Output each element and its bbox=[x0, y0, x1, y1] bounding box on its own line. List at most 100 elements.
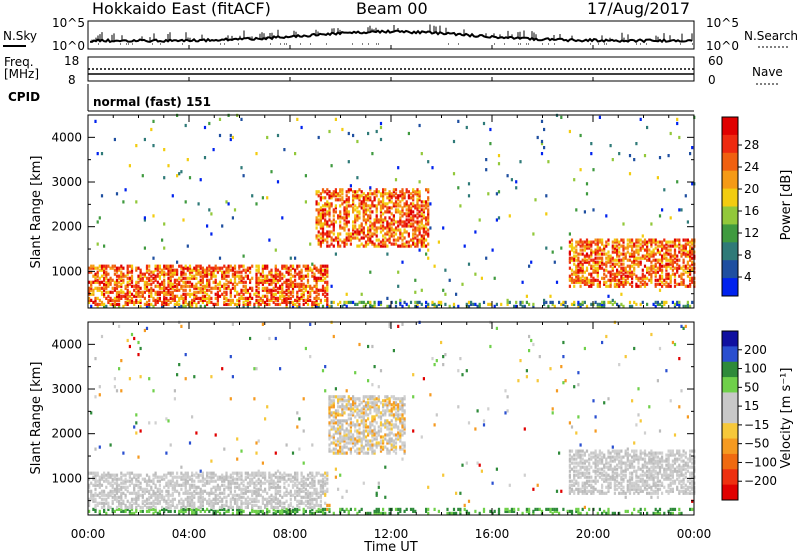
echo-cell bbox=[319, 300, 322, 304]
echo-cell bbox=[304, 264, 307, 268]
echo-cell bbox=[115, 507, 119, 511]
echo-cell bbox=[214, 487, 217, 491]
echo-cell bbox=[261, 481, 264, 485]
echo-cell bbox=[631, 272, 634, 276]
echo-cell bbox=[596, 252, 599, 256]
echo-cell bbox=[367, 451, 370, 455]
echo-cell bbox=[585, 266, 589, 270]
echo-cell bbox=[579, 168, 582, 172]
echo-cell bbox=[283, 294, 286, 298]
echo-cell bbox=[646, 276, 649, 280]
echo-cell bbox=[208, 475, 211, 479]
echo-cell bbox=[399, 200, 402, 204]
echo-cell bbox=[283, 481, 286, 485]
echo-cell bbox=[304, 483, 307, 487]
echo-cell bbox=[328, 244, 331, 248]
echo-cell bbox=[208, 481, 211, 485]
echo-cell bbox=[491, 248, 494, 252]
echo-cell bbox=[661, 264, 664, 268]
echo-cell bbox=[332, 226, 335, 230]
echo-cell bbox=[201, 477, 204, 481]
echo-cell bbox=[427, 196, 430, 200]
echo-cell bbox=[339, 425, 342, 429]
echo-cell bbox=[231, 479, 234, 483]
echo-cell bbox=[405, 214, 408, 218]
echo-cell bbox=[244, 501, 247, 505]
echo-cell bbox=[163, 148, 166, 152]
echo-cell bbox=[319, 266, 322, 270]
echo-cell bbox=[313, 296, 316, 300]
echo-cell bbox=[691, 268, 694, 272]
echo-cell bbox=[607, 256, 610, 260]
echo-cell bbox=[422, 204, 425, 208]
echo-cell bbox=[218, 288, 222, 292]
echo-cell bbox=[680, 244, 683, 248]
echo-cell bbox=[686, 262, 689, 266]
echo-cell bbox=[324, 222, 327, 226]
echo-cell bbox=[373, 304, 376, 308]
echo-cell bbox=[154, 421, 157, 425]
echo-cell bbox=[165, 505, 168, 509]
echo-cell bbox=[309, 491, 312, 495]
echo-cell bbox=[330, 230, 333, 234]
echo-cell bbox=[403, 192, 406, 196]
echo-cell bbox=[300, 501, 303, 505]
echo-cell bbox=[199, 493, 202, 497]
echo-cell bbox=[334, 429, 337, 433]
echo-cell bbox=[150, 282, 153, 286]
echo-cell bbox=[225, 266, 228, 270]
echo-cell bbox=[367, 397, 370, 401]
echo-cell bbox=[152, 479, 155, 483]
echo-cell bbox=[206, 284, 209, 288]
echo-cell bbox=[266, 288, 269, 292]
echo-cell bbox=[229, 278, 232, 282]
echo-cell bbox=[96, 266, 99, 270]
echo-cell bbox=[399, 190, 402, 194]
echo-cell bbox=[470, 302, 473, 306]
echo-cell bbox=[128, 471, 131, 475]
echo-cell bbox=[590, 284, 593, 288]
echo-cell bbox=[96, 286, 99, 290]
echo-cell bbox=[268, 509, 271, 513]
echo-cell bbox=[115, 473, 119, 477]
echo-cell bbox=[103, 284, 106, 288]
echo-cell bbox=[618, 260, 621, 264]
echo-cell bbox=[343, 451, 346, 455]
echo-cell bbox=[236, 282, 239, 286]
echo-cell bbox=[145, 499, 149, 503]
echo-cell bbox=[680, 280, 683, 284]
velocity-heatmap bbox=[88, 320, 696, 515]
echo-cell bbox=[324, 290, 327, 294]
echo-cell bbox=[637, 250, 640, 254]
echo-cell bbox=[358, 202, 361, 206]
echo-cell bbox=[409, 238, 413, 242]
echo-cell bbox=[352, 198, 355, 202]
echo-cell bbox=[596, 262, 599, 266]
echo-cell bbox=[321, 286, 325, 290]
echo-cell bbox=[242, 304, 245, 308]
echo-cell bbox=[673, 240, 677, 244]
echo-cell bbox=[347, 397, 350, 401]
echo-cell bbox=[616, 240, 619, 244]
echo-cell bbox=[281, 294, 284, 298]
echo-cell bbox=[191, 479, 194, 483]
echo-cell bbox=[231, 511, 234, 515]
echo-cell bbox=[650, 280, 653, 284]
echo-cell bbox=[223, 300, 226, 304]
echo-cell bbox=[199, 266, 202, 270]
echo-cell bbox=[626, 246, 629, 250]
echo-cell bbox=[354, 449, 357, 453]
echo-cell bbox=[304, 509, 307, 513]
echo-cell bbox=[326, 202, 329, 206]
echo-cell bbox=[349, 441, 352, 445]
echo-cell bbox=[620, 280, 623, 284]
echo-cell bbox=[319, 485, 322, 489]
echo-cell bbox=[577, 242, 580, 246]
echo-cell bbox=[201, 280, 204, 284]
echo-cell bbox=[92, 497, 95, 501]
echo-cell bbox=[276, 278, 280, 282]
echo-cell bbox=[178, 288, 181, 292]
echo-cell bbox=[233, 280, 237, 284]
echo-cell bbox=[208, 491, 211, 495]
echo-cell bbox=[347, 435, 350, 439]
